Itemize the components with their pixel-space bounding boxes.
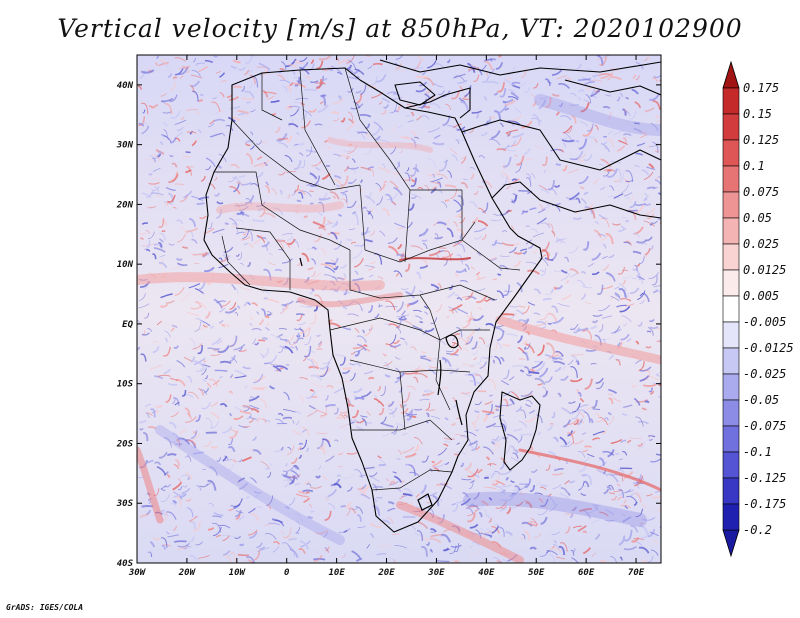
lat-label: 30N	[116, 141, 134, 151]
colorbar-label: 0.005	[743, 289, 779, 303]
lon-label: 10W	[229, 568, 247, 578]
lat-label: 10S	[117, 380, 134, 390]
colorbar-label: 0.025	[743, 237, 779, 251]
colorbar-label: 0.075	[743, 185, 779, 199]
colorbar-swatch	[722, 269, 740, 297]
colorbar-swatch	[722, 139, 740, 167]
colorbar-label: 0.15	[743, 107, 772, 121]
colorbar-swatch	[722, 165, 740, 193]
lakes	[299, 257, 463, 511]
lon-label: 30E	[427, 568, 445, 578]
colorbar-label: 0.05	[743, 211, 772, 225]
lon-label: 30W	[128, 568, 147, 578]
colorbar-swatch	[722, 373, 740, 401]
map-title: Vertical velocity [m/s] at 850hPa, VT: 2…	[57, 14, 743, 43]
lon-label: 0	[284, 568, 290, 578]
colorbar-label: -0.0125	[743, 341, 794, 355]
colorbar-swatch	[722, 321, 740, 349]
velocity-field-noise	[137, 55, 661, 563]
colorbar-label: -0.05	[743, 393, 779, 407]
lon-label: 20W	[178, 568, 197, 578]
colorbar-label: 0.0125	[743, 263, 786, 277]
lat-label: 30S	[116, 499, 134, 509]
lat-label: 40S	[117, 559, 134, 569]
colorbar-top-arrow	[722, 60, 740, 89]
colorbar-label: -0.2	[743, 523, 772, 537]
colorbar-swatch	[722, 503, 740, 531]
lat-label: EQ	[122, 320, 133, 330]
longitude-axis: 30W 20W 10W 0 10E 20E 30E 40E 50E 60E 70E	[128, 55, 645, 578]
colorbar-label: 0.125	[743, 133, 779, 147]
colorbar-swatch	[722, 243, 740, 271]
colorbar-swatch	[722, 87, 740, 115]
lat-label: 40N	[117, 81, 134, 91]
lon-label: 20E	[377, 568, 395, 578]
colorbar-label: -0.005	[743, 315, 786, 329]
colorbar-swatch	[722, 477, 740, 505]
colorbar-label: -0.025	[743, 367, 786, 381]
colorbar-label: 0.175	[743, 81, 779, 95]
lat-label: 20S	[116, 439, 134, 449]
colorbar-label: -0.075	[743, 419, 786, 433]
map-plot-area	[137, 55, 661, 563]
lon-label: 50E	[528, 568, 545, 578]
latitude-axis: 40N 30N 20N 10N EQ 10S 20S 30S 40S	[116, 81, 661, 569]
colorbar: 0.175 0.15 0.125 0.1 0.075 0.05 0.025 0.0125 0.0…	[722, 60, 794, 558]
lon-label: 70E	[628, 568, 645, 578]
lat-label: 20N	[116, 200, 134, 210]
colorbar-swatch	[722, 191, 740, 219]
colorbar-label: -0.1	[743, 445, 772, 459]
colorbar-label: -0.125	[743, 471, 786, 485]
colorbar-swatch	[722, 347, 740, 375]
colorbar-swatch	[722, 217, 740, 245]
colorbar-swatch	[722, 399, 740, 427]
plot-frame	[136, 54, 662, 564]
lon-label: 60E	[578, 568, 595, 578]
colorbar-label: 0.1	[743, 159, 765, 173]
colorbar-bottom-arrow	[722, 529, 740, 558]
lon-label: 10E	[328, 568, 345, 578]
grads-credit: GrADS: IGES/COLA	[6, 603, 84, 612]
colorbar-swatch	[722, 113, 740, 141]
africa-outline	[203, 59, 661, 533]
lon-label: 40E	[478, 568, 495, 578]
colorbar-swatch	[722, 295, 740, 323]
country-borders	[214, 67, 521, 491]
colorbar-swatch	[722, 451, 740, 479]
colorbar-swatch	[722, 425, 740, 453]
lat-label: 10N	[117, 260, 134, 270]
colorbar-label: -0.175	[743, 497, 786, 511]
